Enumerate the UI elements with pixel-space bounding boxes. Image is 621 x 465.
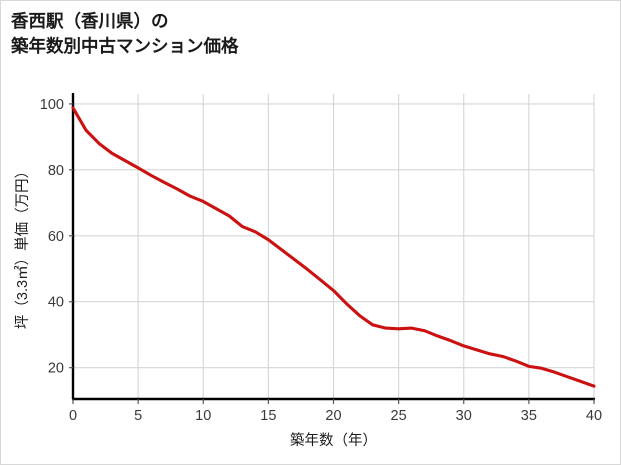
x-axis-tick-label: 0 — [69, 408, 77, 424]
x-axis-tick-label: 5 — [134, 408, 142, 424]
gridlines-group — [73, 94, 595, 399]
x-axis-tick-labels: 0 5 10 15 20 25 30 35 40 — [69, 408, 602, 424]
y-axis-title: 坪（3.3㎡）単価（万円） — [14, 164, 31, 329]
y-axis-tick-label: 60 — [48, 229, 64, 245]
data-series-line — [71, 106, 596, 388]
data-series-group — [71, 106, 596, 388]
x-axis-tick-label: 15 — [260, 408, 276, 424]
chart-title: 香西駅（香川県）の 築年数別中古マンション価格 — [11, 11, 239, 57]
x-axis-tick-label: 35 — [521, 408, 537, 424]
y-axis-tick-label: 80 — [48, 163, 64, 179]
y-axis-tick-labels: 20 40 60 80 100 — [40, 97, 64, 377]
x-axis-title: 築年数（年） — [290, 431, 377, 449]
x-axis-tick-label: 40 — [586, 408, 602, 424]
x-axis-tick-label: 10 — [195, 408, 211, 424]
x-axis-tick-label: 20 — [325, 408, 341, 424]
y-axis-tick-label: 100 — [40, 97, 64, 113]
y-axis-tick-label: 20 — [48, 361, 64, 377]
axis-tickmarks-group — [69, 103, 595, 404]
x-axis-tick-label: 25 — [391, 408, 407, 424]
x-axis-tick-label: 30 — [456, 408, 472, 424]
y-axis-tick-label: 40 — [48, 295, 64, 311]
